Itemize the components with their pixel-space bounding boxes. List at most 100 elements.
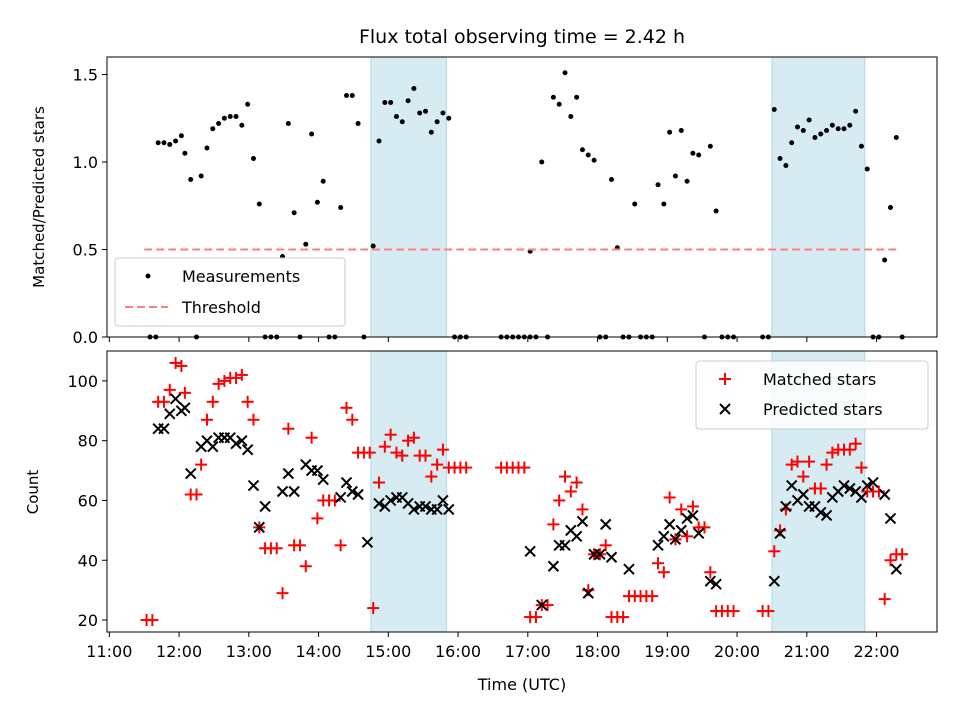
measurements-point xyxy=(355,121,361,126)
bottom-legend-box xyxy=(695,360,929,430)
top-y-ticks: 0.0 0.5 1.0 1.5 xyxy=(73,66,107,347)
predicted-stars-point xyxy=(663,518,676,531)
measurements-point xyxy=(696,152,702,158)
measurements-point xyxy=(178,133,184,139)
x-tick-label: 15:00 xyxy=(365,642,411,661)
matched-stars-point xyxy=(157,395,170,408)
predicted-stars-point xyxy=(599,518,612,531)
y-tick-label: 0.5 xyxy=(73,241,98,260)
bottom-legend: Matched stars Predicted stars xyxy=(695,360,929,430)
measurements-point xyxy=(405,98,411,104)
predicted-stars-point xyxy=(780,500,792,513)
measurements-point xyxy=(349,93,355,98)
predicted-stars-point xyxy=(352,488,364,501)
matched-stars-point xyxy=(570,476,583,489)
measurements-point xyxy=(783,163,789,168)
matched-stars-point xyxy=(146,614,159,627)
top-legend-box xyxy=(114,257,346,327)
matched-stars-point xyxy=(657,566,670,579)
predicted-stars-point xyxy=(768,575,780,587)
matched-stars-point xyxy=(346,413,359,426)
top-panel: 0.0 0.5 1.0 1.5 Matched/Predicted stars Mea… xyxy=(30,56,938,347)
x-tick-label: 18:00 xyxy=(575,642,621,661)
x-tick-label: 20:00 xyxy=(714,642,760,661)
top-y-axis-label: Matched/Predicted stars xyxy=(30,106,48,288)
matched-stars-point xyxy=(190,488,203,501)
y-tick-label: 20 xyxy=(78,611,98,630)
predicted-stars-point xyxy=(605,551,618,563)
predicted-stars-point xyxy=(346,485,358,498)
predicted-stars-point xyxy=(576,515,589,528)
measurements-point xyxy=(198,173,204,179)
x-tick-label: 16:00 xyxy=(435,642,481,661)
x-tick-label: 21:00 xyxy=(784,642,830,661)
measurements-point xyxy=(434,119,440,125)
legend-measurements-marker xyxy=(145,273,151,279)
predicted-stars-point xyxy=(570,530,583,543)
matched-stars-point xyxy=(163,383,176,396)
measurements-point xyxy=(568,114,574,119)
measurements-point xyxy=(800,128,806,133)
y-tick-label: 80 xyxy=(78,432,98,451)
matched-stars-point xyxy=(175,359,188,372)
measurements-point xyxy=(370,243,376,249)
legend-predicted-label: Predicted stars xyxy=(763,400,883,419)
top-axes-frame xyxy=(106,56,938,338)
predicted-stars-point xyxy=(241,443,254,456)
matched-stars-point xyxy=(407,431,420,444)
matched-stars-point xyxy=(820,458,833,471)
measurements-point xyxy=(882,257,888,263)
legend-predicted-marker xyxy=(719,403,731,415)
predicted-stars-point xyxy=(317,473,329,486)
matched-stars-point xyxy=(396,449,409,462)
predicted-stars-point xyxy=(311,464,324,477)
matched-stars-point xyxy=(340,401,353,414)
matched-stars-point xyxy=(814,482,827,495)
matched-stars-point xyxy=(206,395,219,408)
measurements-point xyxy=(382,100,388,105)
predicted-stars-point xyxy=(288,485,300,498)
predicted-stars-point xyxy=(408,503,420,516)
measurements-point xyxy=(210,126,216,132)
matched-stars-point xyxy=(373,476,386,489)
matched-stars-point xyxy=(378,440,391,453)
matched-stars-point xyxy=(276,587,289,600)
y-tick-label: 1.0 xyxy=(73,153,98,172)
measurements-point xyxy=(824,128,830,133)
predicted-stars-point xyxy=(253,521,265,534)
measurements-point xyxy=(343,93,349,98)
predicted-stars-point xyxy=(443,503,455,516)
matched-stars-point xyxy=(218,374,231,387)
predicted-stars-point xyxy=(855,491,868,504)
chart-title: Flux total observing time = 2.42 h xyxy=(359,26,685,48)
predicted-stars-point xyxy=(582,587,594,599)
measurements-point xyxy=(309,131,315,137)
matched-stars-point xyxy=(599,539,612,552)
measurements-point xyxy=(161,140,167,146)
predicted-stars-point xyxy=(884,512,897,525)
matched-stars-point xyxy=(553,494,566,507)
predicted-stars-point xyxy=(669,533,682,546)
top-x-ticks xyxy=(108,337,878,342)
predicted-stars-point xyxy=(861,479,873,492)
y-tick-label: 40 xyxy=(78,551,98,570)
matched-stars-point xyxy=(559,470,572,483)
x-tick-label: 11:00 xyxy=(86,642,132,661)
predicted-stars-point xyxy=(878,488,891,501)
measurements-point xyxy=(858,143,864,149)
predicted-stars-point xyxy=(681,512,693,525)
measurements-point xyxy=(818,131,824,137)
matched-stars-point xyxy=(576,503,589,516)
matched-stars-point xyxy=(768,545,781,558)
matched-stars-point xyxy=(797,470,810,483)
measurements-point xyxy=(789,140,795,146)
matched-stars-point xyxy=(791,455,804,468)
matched-stars-point xyxy=(843,443,856,456)
measurements-point xyxy=(777,156,783,161)
matched-stars-point xyxy=(460,461,473,474)
predicted-stars-point xyxy=(820,509,833,522)
x-tick-label: 19:00 xyxy=(644,642,690,661)
matched-stars-point xyxy=(436,443,449,456)
matched-stars-point xyxy=(230,371,243,384)
measurements-point xyxy=(285,121,291,126)
